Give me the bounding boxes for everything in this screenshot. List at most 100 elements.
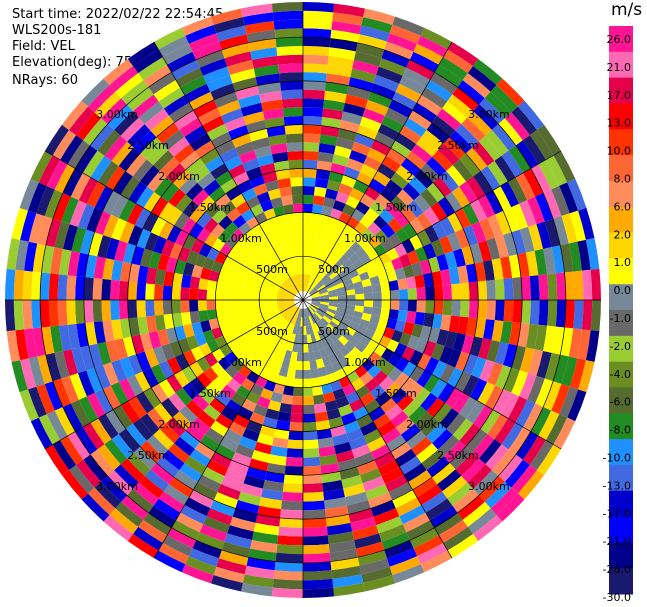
velocity-gate [45, 352, 62, 382]
velocity-gate [313, 402, 327, 414]
velocity-gate [355, 247, 367, 259]
velocity-gate [105, 237, 120, 260]
velocity-gate [277, 411, 292, 423]
velocity-gate [457, 80, 485, 105]
velocity-gate [471, 221, 487, 244]
velocity-gate [292, 284, 299, 293]
velocity-gate [344, 491, 369, 506]
velocity-gate [46, 159, 68, 190]
velocity-gate [281, 500, 303, 511]
velocity-gate [293, 378, 303, 388]
velocity-gate [394, 320, 406, 333]
velocity-gate [98, 413, 119, 440]
velocity-gate [142, 212, 159, 233]
velocity-gate [291, 186, 303, 196]
velocity-gate [390, 195, 408, 213]
velocity-gate [344, 309, 355, 317]
velocity-gate [291, 404, 303, 414]
velocity-gate [143, 387, 162, 409]
velocity-gate [447, 41, 479, 67]
polar-grid [5, 2, 601, 598]
velocity-gate [158, 378, 176, 398]
velocity-gate [364, 378, 380, 393]
colorbar-tick-label: -17.0 [603, 507, 631, 520]
velocity-gate [338, 321, 349, 331]
colorbar-tick-label: -4.0 [610, 368, 631, 381]
velocity-gate [102, 258, 115, 280]
velocity-gate [285, 133, 303, 144]
velocity-gate [451, 283, 461, 300]
velocity-gate [400, 377, 417, 394]
velocity-gate [54, 164, 76, 194]
velocity-gate [359, 116, 382, 132]
velocity-gate [434, 64, 463, 88]
velocity-gate [390, 387, 408, 405]
velocity-gate [174, 229, 190, 247]
velocity-gate [294, 307, 300, 317]
velocity-gate [420, 550, 452, 573]
velocity-gate [259, 497, 282, 510]
velocity-gate [303, 282, 305, 292]
velocity-gate [185, 158, 206, 177]
velocity-gate [140, 440, 163, 463]
velocity-gate [314, 411, 329, 423]
velocity-gate [423, 272, 434, 288]
velocity-gate [568, 241, 582, 272]
velocity-gate [260, 286, 270, 293]
velocity-gate [150, 462, 175, 485]
velocity-gate [276, 294, 286, 299]
velocity-gate [202, 329, 215, 343]
velocity-gate [284, 377, 295, 388]
velocity-gate [244, 241, 257, 254]
velocity-gate [331, 317, 341, 326]
velocity-gate [432, 429, 453, 450]
velocity-gate [316, 269, 324, 279]
velocity-gate [303, 256, 308, 266]
velocity-gate [359, 271, 370, 282]
velocity-gate [457, 316, 469, 335]
velocity-gate [239, 247, 251, 259]
velocity-gate [449, 130, 473, 154]
velocity-gate [242, 158, 260, 172]
velocity-gate [409, 527, 439, 549]
velocity-gate [229, 516, 256, 532]
velocity-gate [333, 314, 344, 322]
velocity-gate [263, 360, 275, 373]
velocity-gate [287, 314, 295, 323]
velocity-gate [303, 422, 317, 432]
velocity-gate [198, 342, 212, 357]
velocity-gate [351, 275, 362, 284]
velocity-gate [352, 179, 369, 194]
velocity-gate [461, 117, 486, 142]
velocity-gate [136, 186, 155, 208]
velocity-gate [345, 304, 356, 311]
velocity-gate [492, 186, 512, 211]
velocity-gate [397, 310, 408, 322]
nrays-label: NRays: 60 [12, 73, 78, 88]
colorbar-segment [609, 155, 633, 182]
velocity-gate [346, 85, 371, 100]
velocity-gate [322, 315, 332, 324]
velocity-gate [306, 316, 312, 326]
velocity-gate [118, 428, 141, 453]
velocity-gate [316, 160, 333, 172]
velocity-gate [244, 358, 257, 371]
velocity-gate [320, 273, 330, 283]
velocity-gate [261, 250, 273, 261]
velocity-gate [355, 201, 370, 215]
velocity-gate [338, 254, 349, 265]
velocity-gate [58, 324, 72, 352]
velocity-gate [267, 235, 279, 247]
velocity-gate [267, 270, 277, 280]
velocity-gate [179, 430, 200, 449]
velocity-gate [276, 300, 286, 303]
velocity-gate [515, 140, 539, 169]
velocity-gate [283, 311, 292, 320]
velocity-gate [162, 129, 185, 151]
velocity-gate [345, 289, 356, 296]
velocity-gate [319, 241, 328, 252]
velocity-gate [403, 117, 427, 137]
velocity-gate [284, 239, 293, 250]
velocity-gate [439, 364, 456, 384]
velocity-gate [238, 365, 252, 378]
